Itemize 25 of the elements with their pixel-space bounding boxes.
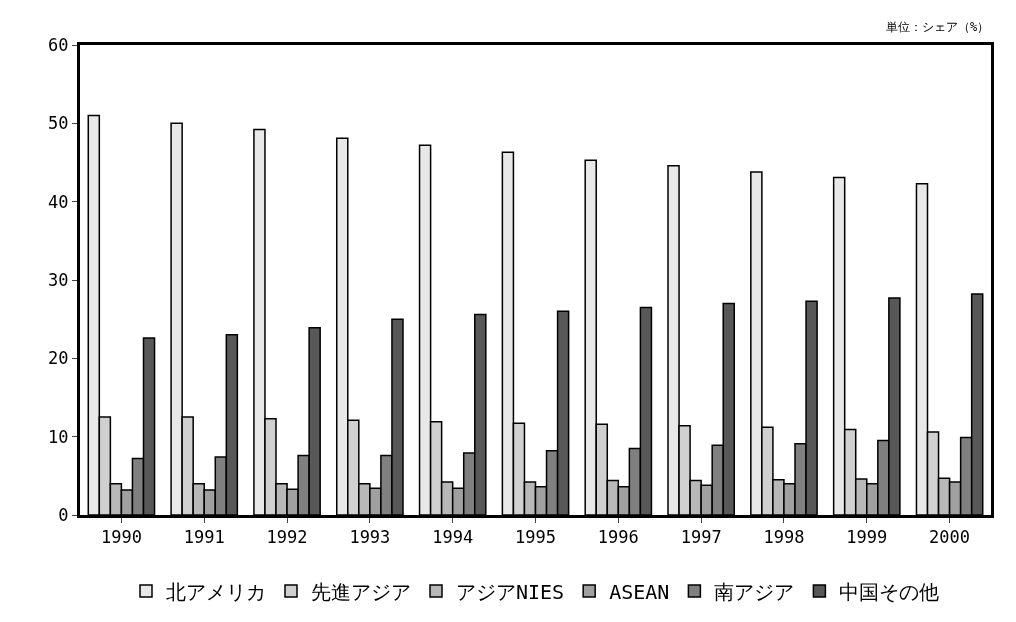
x-tick-label: 1998 xyxy=(763,527,805,548)
x-tick-label: 1997 xyxy=(680,527,722,548)
legend-label: 南アジア xyxy=(714,579,795,604)
x-tick-label: 2000 xyxy=(929,527,971,548)
x-tick-label: 1999 xyxy=(846,527,888,548)
x-tick-label: 1993 xyxy=(349,527,391,548)
x-tick-label: 1990 xyxy=(100,527,142,548)
y-tick-label: 30 xyxy=(48,269,69,290)
legend-label: 先進アジア xyxy=(311,579,411,604)
x-tick-label: 1991 xyxy=(183,527,225,548)
y-tick-label: 20 xyxy=(48,348,69,369)
x-tick-label: 1995 xyxy=(515,527,556,548)
x-tick-label: 1996 xyxy=(597,527,639,548)
y-tick-label: 40 xyxy=(48,191,69,212)
text: 単位：シェア（%） xyxy=(886,20,990,34)
y-tick-label: 10 xyxy=(48,426,69,447)
legend-label: 中国その他 xyxy=(839,579,940,604)
x-tick-label: 1994 xyxy=(432,527,474,548)
y-tick-label: 50 xyxy=(48,113,69,134)
x-tick-label: 1992 xyxy=(266,527,308,548)
legend-label: ASEAN xyxy=(609,579,670,604)
legend-label: 北アメリカ xyxy=(166,579,266,604)
legend-label: アジアNIES xyxy=(456,579,565,604)
y-tick-label: 0 xyxy=(58,504,69,525)
y-tick-label: 60 xyxy=(48,34,69,55)
